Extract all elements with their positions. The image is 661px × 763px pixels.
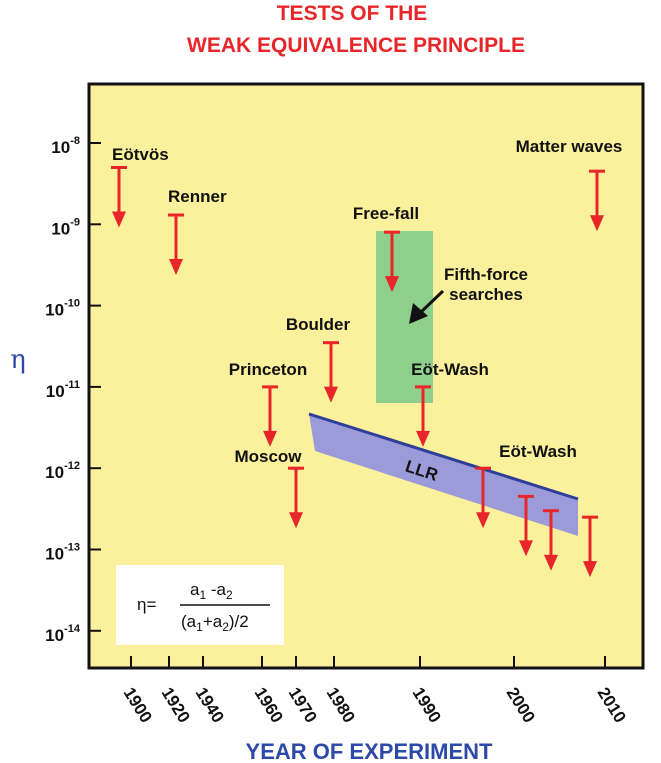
y-tick-label: 10-11 [46,379,80,401]
limit-label: Matter waves [516,137,623,156]
x-tick-label: 1920 [158,684,194,726]
y-tick-label: 10-13 [45,542,80,564]
limit-arrow [288,466,304,529]
x-tick-label: 1900 [120,684,156,726]
llr-band-edge [308,412,579,501]
limit-label: Eötvös [112,145,169,164]
limit-arrow [323,341,339,403]
fifth-force-label-line-1: Fifth-force [444,265,528,284]
y-tick-label: 10-9 [51,216,80,238]
x-tick-label: 2010 [594,684,630,726]
formula-denominator: (a1+a2)/2 [181,612,249,634]
x-tick-label: 2000 [503,684,539,726]
y-tick-label: 10-12 [45,460,80,482]
x-tick-label: 1940 [192,684,228,726]
limit-label: Eöt-Wash [411,360,489,379]
formula-numerator: a1 -a2 [190,580,233,602]
x-tick-label: 1990 [409,684,445,726]
y-axis-title: η [10,345,26,375]
limit-label: Princeton [229,360,307,379]
limit-arrow [589,169,605,232]
x-tick-label: 1980 [323,684,359,726]
limit-label: Boulder [286,315,351,334]
fifth-force-label-line-2: searches [449,285,523,304]
limit-label: Eöt-Wash [499,442,577,461]
title-line-1: TESTS OF THE [277,2,428,25]
title-line-2: WEAK EQUIVALENCE PRINCIPLE [187,34,525,57]
limit-label: Moscow [234,447,302,466]
limit-arrow [415,385,431,447]
fifth-force-pointer-arrow [409,289,445,324]
limit-arrow [111,165,127,228]
limit-arrows: Eötvös Renner Princeton Moscow Boulder Free-f… [111,137,623,578]
x-tick-label: 1960 [251,684,287,726]
x-tick-label: 1970 [285,684,321,726]
limit-arrow [582,515,598,578]
limit-label: Renner [168,187,227,206]
y-tick-label: 10-10 [45,298,80,320]
limit-label: Free-fall [353,204,419,223]
y-tick-label: 10-14 [45,623,81,645]
y-axis: 10-8 10-9 10-10 10-11 10-12 10-13 10-14 [45,135,101,645]
limit-arrow [384,230,400,293]
formula-lhs: η= [137,595,156,614]
limit-arrow [543,509,559,571]
eta-formula: η= a1 -a2 (a1+a2)/2 [116,565,284,645]
y-tick-label: 10-8 [51,135,80,157]
limit-arrow [168,213,184,276]
x-axis-title: YEAR OF EXPERIMENT [246,739,493,763]
limit-arrow [262,385,278,447]
limit-arrow [475,466,491,529]
limit-arrow [518,494,534,557]
llr-band [309,414,578,536]
